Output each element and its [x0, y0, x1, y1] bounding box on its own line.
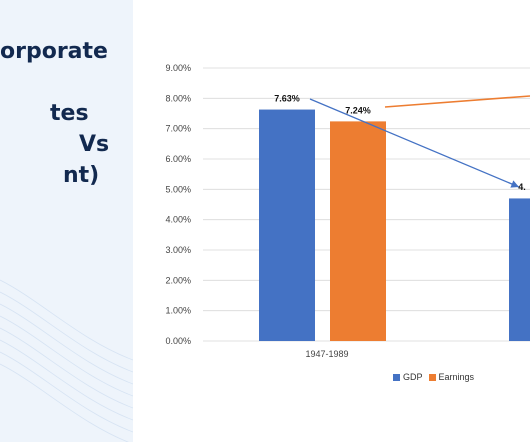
- legend-label-earnings: Earnings: [438, 372, 475, 382]
- side-title-line-3: tes: [50, 101, 89, 126]
- y-tick-label: 2.00%: [165, 275, 191, 285]
- y-tick-label: 3.00%: [165, 245, 191, 255]
- y-tick-label: 0.00%: [165, 336, 191, 346]
- legend-swatch-earnings: [428, 373, 436, 381]
- side-title: orporate tes Vs nt): [0, 36, 133, 191]
- y-tick-label: 1.00%: [165, 306, 191, 316]
- legend-item-earnings: Earnings: [428, 372, 475, 382]
- earnings-trend-line: [384, 95, 530, 108]
- legend-swatch-gdp: [393, 373, 400, 381]
- legend-label-gdp: GDP: [403, 372, 423, 382]
- data-label-gdp-partial: 4.: [518, 182, 526, 192]
- chart-legend: GDP Earnings: [393, 372, 474, 382]
- y-tick-label: 6.00%: [165, 154, 191, 164]
- side-title-line-2: [0, 67, 133, 98]
- y-tick-label: 7.00%: [165, 124, 191, 134]
- y-tick-label: 8.00%: [165, 93, 191, 103]
- side-panel: orporate tes Vs nt): [0, 0, 133, 442]
- gdp-trend-arrow: [309, 98, 520, 188]
- bar-gdp: [259, 109, 315, 341]
- y-tick-label: 9.00%: [165, 63, 191, 73]
- legend-item-gdp: GDP: [393, 372, 423, 382]
- bar-gdp-partial: [509, 198, 530, 341]
- side-title-line-5: nt): [63, 163, 100, 188]
- side-title-line-4: Vs: [79, 132, 110, 157]
- y-tick-label: 5.00%: [165, 184, 191, 194]
- data-label-gdp: 7.63%: [274, 94, 300, 104]
- bar-chart: 0.00% 1.00% 2.00% 3.00% 4.00% 5.00% 6.00% 7.00%…: [165, 63, 530, 359]
- bar-earnings: [330, 121, 386, 342]
- y-tick-label: 4.00%: [165, 215, 191, 225]
- wave-decoration: [0, 279, 133, 442]
- data-label-earnings: 7.24%: [345, 105, 371, 115]
- x-category-label: 1947-1989: [305, 349, 348, 359]
- side-title-line-1: orporate: [0, 39, 108, 64]
